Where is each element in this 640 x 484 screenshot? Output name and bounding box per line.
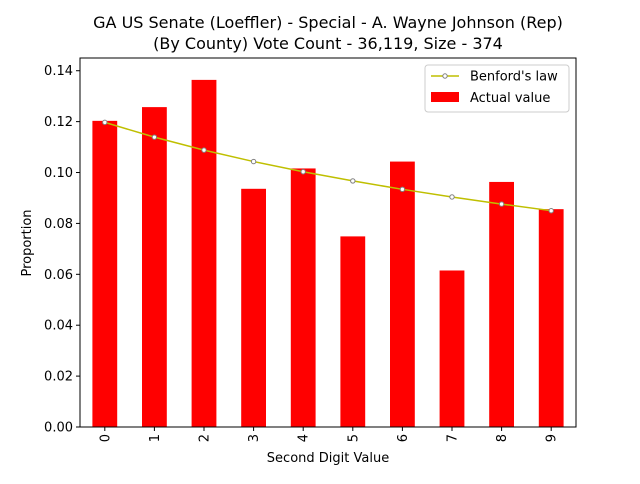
legend-label-actual: Actual value	[470, 91, 550, 106]
bar-9	[538, 209, 564, 427]
y-tick-label: 0.14	[44, 64, 73, 79]
bar-3	[241, 188, 266, 427]
x-tick-label: 3	[247, 434, 262, 442]
bar-6	[390, 161, 415, 428]
axes-layer: 0.00 0.02 0.04 0.06 0.08 0.10 0.12 0.14 0 1 2 3 4 5 6 7…	[44, 57, 577, 442]
bar-5	[340, 236, 366, 427]
bars-layer	[92, 79, 564, 428]
benford-point-8	[498, 201, 505, 207]
y-tick-label: 0.08	[44, 217, 73, 232]
legend-box	[424, 64, 570, 113]
benford-point-0	[102, 119, 108, 126]
benford-point-3	[250, 158, 257, 165]
legend-line-marker	[442, 73, 448, 79]
benford-point-4	[300, 169, 306, 175]
legend: Benford's law Actual value	[424, 64, 570, 113]
chart-title-line-2: (By County) Vote Count - 36,119, Size - …	[153, 34, 503, 53]
bar-0	[92, 120, 118, 427]
y-tick-label: 0.04	[44, 319, 73, 334]
plot-frame	[79, 57, 577, 428]
y-tick-label: 0.10	[44, 166, 73, 181]
benford-line-layer	[102, 119, 554, 214]
x-tick-label: 8	[495, 434, 510, 442]
x-tick-label: 4	[297, 434, 312, 442]
benford-point-9	[548, 207, 554, 214]
x-axis-label: Second Digit Value	[267, 451, 389, 466]
benford-point-5	[350, 178, 356, 184]
x-tick-label: 2	[198, 434, 213, 442]
bar-2	[191, 79, 217, 427]
benford-point-2	[201, 147, 207, 153]
x-tick-label: 1	[148, 434, 163, 442]
legend-bar-swatch	[431, 92, 459, 102]
chart-title-line-1: GA US Senate (Loeffler) - Special - A. W…	[93, 13, 563, 32]
x-tick-label: 9	[545, 434, 560, 442]
bar-8	[489, 181, 514, 427]
y-axis-label: Proportion	[20, 209, 35, 276]
x-tick-label: 0	[98, 434, 113, 442]
x-tick-label: 5	[346, 434, 361, 442]
benford-point-7	[449, 194, 455, 200]
legend-label-benford: Benford's law	[470, 70, 558, 85]
bar-7	[439, 270, 465, 427]
bar-1	[142, 107, 167, 427]
y-tick-label: 0.02	[44, 370, 73, 385]
y-tick-label: 0.00	[44, 421, 73, 436]
x-tick-label: 7	[446, 434, 461, 442]
benford-point-6	[399, 186, 406, 193]
x-tick-label: 6	[396, 434, 411, 442]
y-tick-label: 0.06	[44, 268, 73, 283]
benford-line	[104, 121, 552, 212]
benford-point-1	[151, 134, 158, 140]
y-tick-label: 0.12	[44, 115, 73, 130]
bar-4	[290, 168, 316, 428]
